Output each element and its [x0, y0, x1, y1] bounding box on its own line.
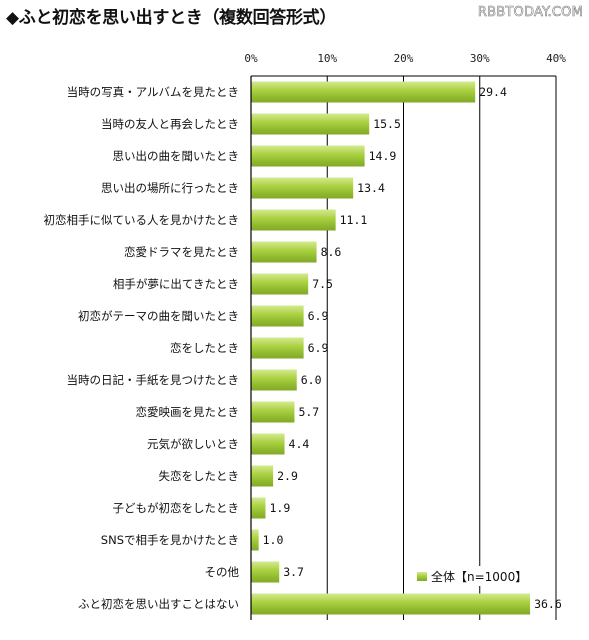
bar: [251, 497, 266, 519]
x-tick-label: 40%: [546, 52, 566, 65]
category-label: 元気が欲しいとき: [147, 437, 239, 451]
category-label: ふと初恋を思い出すことはない: [78, 597, 239, 611]
value-labels: 29.4 15.5 14.9 13.4 11.1 8.6 7.5 6.9 6.9 6.0 5.7 4.…: [263, 85, 562, 611]
legend-label: 全体【n=1000】: [431, 569, 527, 584]
value-label: 4.4: [289, 437, 310, 451]
category-label: SNSで相手を見かけたとき: [101, 533, 239, 547]
bar: [251, 81, 476, 103]
value-label: 1.0: [263, 533, 284, 547]
bar: [251, 465, 274, 487]
value-label: 13.4: [357, 181, 385, 195]
value-label: 6.9: [308, 341, 329, 355]
bar: [251, 145, 365, 167]
category-label: 子どもが初恋をしたとき: [113, 501, 240, 515]
bar: [251, 369, 297, 391]
value-label: 29.4: [479, 85, 507, 99]
category-label: 思い出の曲を聞いたとき: [113, 149, 240, 163]
value-label: 7.5: [312, 277, 333, 291]
legend-swatch: [417, 572, 427, 581]
value-label: 5.7: [298, 405, 319, 419]
category-label: 恋愛映画を見たとき: [136, 405, 240, 419]
category-label: 当時の日記・手紙を見つけたとき: [67, 373, 240, 387]
category-label: 失恋をしたとき: [159, 469, 240, 483]
x-axis-ticks: 0% 10% 20% 30% 40%: [244, 52, 566, 65]
category-label: 恋愛ドラマを見たとき: [124, 245, 239, 259]
value-label: 14.9: [369, 149, 397, 163]
bar: [251, 433, 285, 455]
watermark: RBBTODAY.COM: [477, 5, 583, 21]
bar: [251, 561, 280, 583]
value-label: 3.7: [283, 565, 304, 579]
bars: [251, 81, 531, 615]
category-label: その他: [205, 565, 240, 579]
category-label: 恋をしたとき: [170, 341, 239, 355]
category-label: 思い出の場所に行ったとき: [101, 181, 239, 195]
x-tick-label: 20%: [394, 52, 414, 65]
category-label: 初恋相手に似ている人を見かけたとき: [44, 213, 240, 227]
x-tick-label: 30%: [470, 52, 490, 65]
category-label: 相手が夢に出てきたとき: [113, 277, 239, 291]
x-tick-label: 0%: [244, 52, 258, 65]
x-tick-label: 10%: [317, 52, 337, 65]
value-label: 11.1: [340, 213, 368, 227]
axis-lines: [250, 75, 556, 620]
legend-box: [413, 566, 546, 586]
legend: 全体【n=1000】: [413, 566, 546, 586]
bar: [251, 593, 531, 615]
bar: [251, 273, 309, 295]
bar: [251, 209, 336, 231]
value-label: 8.6: [321, 245, 342, 259]
bar: [251, 113, 370, 135]
value-label: 15.5: [373, 117, 401, 131]
value-label: 1.9: [269, 501, 290, 515]
bar: [251, 337, 304, 359]
bar: [251, 241, 317, 263]
value-label: 36.6: [534, 597, 562, 611]
gridlines: [326, 76, 557, 620]
bar: [251, 529, 259, 551]
category-labels: 当時の写真・アルバムを見たとき当時の友人と再会したとき思い出の曲を聞いたとき思い…: [44, 85, 240, 611]
chart-title: ◆ふと初恋を思い出すとき（複数回答形式）: [6, 8, 337, 28]
bar: [251, 177, 354, 199]
category-label: 初恋がテーマの曲を聞いたとき: [78, 309, 239, 323]
value-label: 2.9: [277, 469, 298, 483]
category-label: 当時の友人と再会したとき: [101, 117, 239, 131]
value-label: 6.9: [308, 309, 329, 323]
bar: [251, 305, 304, 327]
bar: [251, 401, 295, 423]
value-label: 6.0: [301, 373, 322, 387]
category-label: 当時の写真・アルバムを見たとき: [67, 85, 239, 99]
